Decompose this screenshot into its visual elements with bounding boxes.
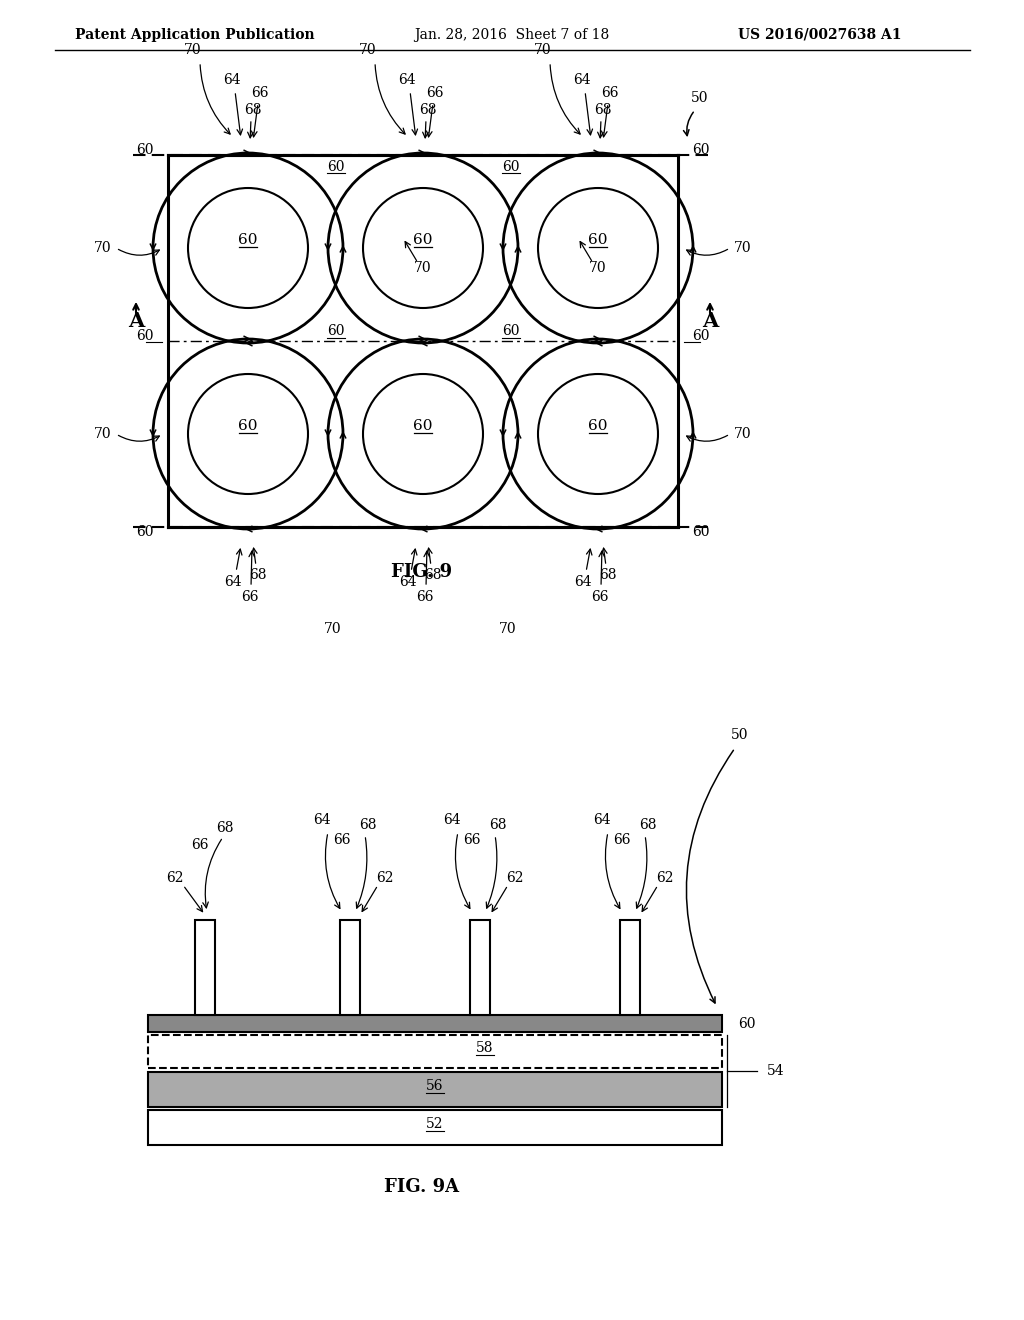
Text: 64: 64 [224,576,242,589]
Text: 60: 60 [414,234,433,247]
Text: 68: 68 [424,568,441,582]
Text: 62: 62 [166,871,183,884]
Text: 62: 62 [656,871,674,884]
Text: 66: 66 [251,86,268,100]
Text: 60: 60 [588,418,608,433]
Bar [195,920,215,1015]
Text: A: A [128,312,144,331]
Text: 66: 66 [426,86,443,100]
Text: 70: 70 [414,261,432,275]
Text: 70: 70 [359,44,377,57]
Text: 60: 60 [136,525,154,539]
Text: 60: 60 [738,1016,756,1031]
Text: 64: 64 [443,813,461,828]
Text: FIG. 9A: FIG. 9A [384,1177,460,1196]
Text: 60: 60 [692,143,710,157]
Text: 60: 60 [239,418,258,433]
Text: 66: 66 [601,86,618,100]
Text: 68: 68 [216,821,233,836]
Text: 68: 68 [594,103,611,117]
Text: 54: 54 [767,1064,784,1078]
Bar [620,920,640,1015]
Text: 70: 70 [589,261,607,275]
Text: 50: 50 [731,729,749,742]
Text: 66: 66 [463,833,480,847]
Text: 64: 64 [574,576,592,589]
Text: 64: 64 [399,576,417,589]
Text: 60: 60 [414,418,433,433]
Text: 66: 66 [191,838,209,851]
Text: 70: 70 [734,242,752,255]
Text: 68: 68 [599,568,616,582]
Text: FIG. 9: FIG. 9 [391,564,453,581]
Bar [148,1110,722,1144]
Bar [148,1035,722,1068]
Text: 60: 60 [588,234,608,247]
Text: 66: 66 [333,833,351,847]
Text: 64: 64 [313,813,331,828]
Text: 60: 60 [502,323,520,338]
Bar [340,920,360,1015]
Text: 68: 68 [419,103,437,117]
Text: 60: 60 [136,329,154,343]
Text: 70: 70 [734,426,752,441]
Text: 64: 64 [593,813,610,828]
Bar [148,1015,722,1032]
Text: 60: 60 [502,160,520,174]
Text: 66: 66 [416,590,434,605]
Text: 56: 56 [426,1080,443,1093]
Text: 64: 64 [398,73,416,87]
Text: 62: 62 [506,871,523,884]
Text: 60: 60 [328,323,345,338]
Bar [470,920,490,1015]
Text: 70: 70 [94,426,112,441]
Text: 70: 70 [499,622,517,636]
Text: 60: 60 [692,525,710,539]
Text: 68: 68 [245,103,262,117]
Text: 66: 66 [242,590,259,605]
Text: 68: 68 [359,818,377,832]
Text: 62: 62 [376,871,394,884]
Text: 70: 70 [535,44,552,57]
Text: 66: 66 [613,833,631,847]
Text: 60: 60 [328,160,345,174]
Text: 64: 64 [573,73,591,87]
Text: A: A [701,312,718,331]
Text: 68: 68 [489,818,507,832]
Text: 70: 70 [184,44,202,57]
Text: 60: 60 [239,234,258,247]
Text: 50: 50 [691,91,709,106]
Text: 70: 70 [325,622,342,636]
Text: Jan. 28, 2016  Sheet 7 of 18: Jan. 28, 2016 Sheet 7 of 18 [415,28,609,42]
Bar [148,1072,722,1107]
Text: 58: 58 [476,1041,494,1056]
Text: 60: 60 [692,329,710,343]
Text: Patent Application Publication: Patent Application Publication [75,28,314,42]
Text: 60: 60 [136,143,154,157]
Text: 68: 68 [249,568,266,582]
Text: 68: 68 [639,818,656,832]
Text: 52: 52 [426,1118,443,1131]
Text: 64: 64 [223,73,241,87]
Text: 66: 66 [591,590,608,605]
Text: US 2016/0027638 A1: US 2016/0027638 A1 [738,28,902,42]
Text: 70: 70 [94,242,112,255]
